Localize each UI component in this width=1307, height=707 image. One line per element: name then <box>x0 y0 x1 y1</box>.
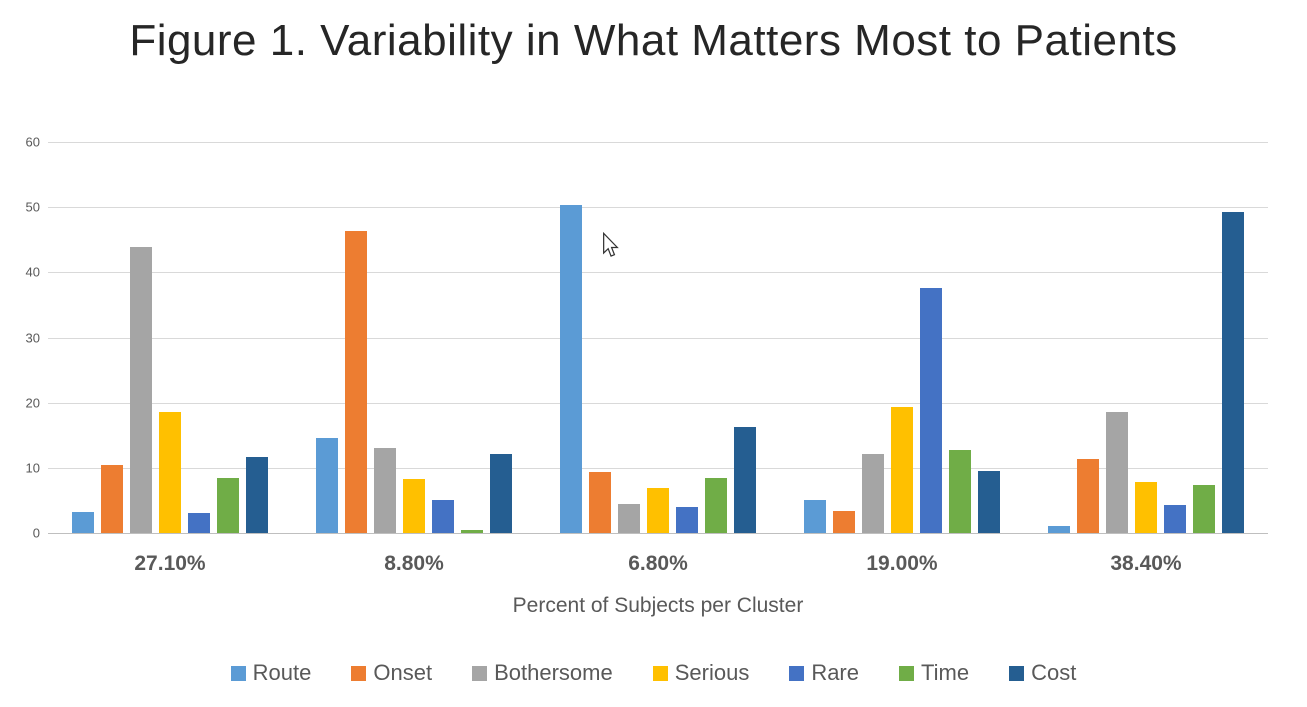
gridline-40 <box>48 272 1268 274</box>
bar-clusters <box>48 142 1268 533</box>
cluster-8.80% <box>292 142 536 533</box>
legend: Route Onset Bothersome Serious Rare Time Cost <box>0 660 1307 686</box>
bar-rare-19.00% <box>920 287 942 533</box>
y-axis-tick-40: 40 <box>25 264 40 280</box>
x-axis-category-labels: 27.10% 8.80% 6.80% 19.00% 38.40% <box>48 552 1268 576</box>
bar-time-6.80% <box>705 478 727 533</box>
chart-title: Figure 1. Variability in What Matters Mo… <box>129 16 1178 65</box>
category-label-27.10%: 27.10% <box>134 552 206 575</box>
legend-swatch-icon <box>899 665 914 681</box>
cluster-6.80% <box>536 142 780 533</box>
legend-swatch-icon <box>351 665 367 681</box>
cluster-27.10% <box>48 142 292 533</box>
mouse-cursor-icon <box>603 232 619 257</box>
bar-rare-6.80% <box>676 506 698 533</box>
legend-swatch-icon <box>472 665 488 681</box>
gridline-60 <box>48 142 1268 143</box>
bar-time-38.40% <box>1193 484 1215 533</box>
legend-label: Route <box>252 660 312 685</box>
x-axis-title: Percent of Subjects per Cluster <box>512 594 804 617</box>
gridline-10 <box>48 467 1268 469</box>
legend-swatch-icon <box>1009 665 1025 681</box>
legend-label: Bothersome <box>494 660 613 685</box>
legend-swatch-icon <box>230 665 246 681</box>
y-axis-tick-50: 50 <box>25 199 40 215</box>
bar-route-8.80% <box>316 437 338 533</box>
bar-onset-27.10% <box>101 464 123 533</box>
y-axis-tick-20: 20 <box>25 395 40 411</box>
bar-time-19.00% <box>949 450 971 533</box>
y-axis-tick-60: 60 <box>25 134 40 150</box>
bar-rare-8.80% <box>432 500 454 533</box>
y-axis-tick-30: 30 <box>25 330 40 345</box>
bar-route-27.10% <box>72 511 94 533</box>
legend-item-rare: Rare <box>789 660 859 686</box>
legend-item-bothersome: Bothersome <box>472 660 613 686</box>
bar-route-38.40% <box>1048 525 1070 533</box>
gridline-30 <box>48 337 1268 339</box>
bar-cost-6.80% <box>734 427 756 533</box>
category-label-38.40%: 38.40% <box>1110 552 1182 575</box>
legend-label: Cost <box>1031 660 1077 685</box>
y-axis-tick-10: 10 <box>25 460 40 476</box>
legend-item-serious: Serious <box>652 660 750 686</box>
bar-cost-19.00% <box>978 471 1000 533</box>
cluster-19.00% <box>780 142 1024 533</box>
legend-item-route: Route <box>230 660 312 686</box>
legend-item-onset: Onset <box>351 660 432 686</box>
bar-time-27.10% <box>217 478 239 533</box>
bar-bothersome-27.10% <box>130 246 152 533</box>
gridline-0 <box>48 533 1268 534</box>
bar-onset-38.40% <box>1077 459 1099 533</box>
category-label-6.80%: 6.80% <box>628 552 688 575</box>
bar-onset-6.80% <box>589 472 611 533</box>
gridline-50 <box>48 207 1268 209</box>
bar-onset-8.80% <box>345 231 367 533</box>
category-label-19.00%: 19.00% <box>866 552 938 575</box>
legend-label: Onset <box>373 660 433 685</box>
bar-cost-38.40% <box>1222 212 1244 533</box>
bar-rare-38.40% <box>1164 504 1186 533</box>
bar-serious-8.80% <box>403 478 425 533</box>
bar-serious-38.40% <box>1135 481 1157 533</box>
legend-swatch-icon <box>652 665 668 681</box>
bar-onset-19.00% <box>833 510 855 533</box>
bar-serious-19.00% <box>891 406 913 533</box>
cluster-38.40% <box>1024 142 1268 533</box>
plot-area: 0 10 20 30 40 50 60 <box>26 135 1268 541</box>
gridline-20 <box>48 402 1268 404</box>
legend-item-time: Time <box>899 660 969 686</box>
bar-route-19.00% <box>804 499 826 533</box>
legend-label: Rare <box>811 660 859 685</box>
y-axis-tick-0: 0 <box>32 525 40 541</box>
legend-label: Serious <box>674 660 750 685</box>
bar-serious-27.10% <box>159 411 181 533</box>
category-label-8.80%: 8.80% <box>384 552 444 575</box>
bar-bothersome-38.40% <box>1106 411 1128 533</box>
bar-time-8.80% <box>461 529 483 533</box>
legend-swatch-icon <box>789 665 805 681</box>
bar-route-6.80% <box>560 204 582 533</box>
bar-serious-6.80% <box>647 488 669 533</box>
bar-bothersome-8.80% <box>374 448 396 533</box>
bar-bothersome-6.80% <box>618 503 640 533</box>
bar-bothersome-19.00% <box>862 454 884 533</box>
legend-item-cost: Cost <box>1009 660 1076 686</box>
bar-cost-8.80% <box>490 454 512 533</box>
bar-cost-27.10% <box>246 457 268 533</box>
legend-label: Time <box>921 660 970 685</box>
bar-rare-27.10% <box>188 512 210 533</box>
